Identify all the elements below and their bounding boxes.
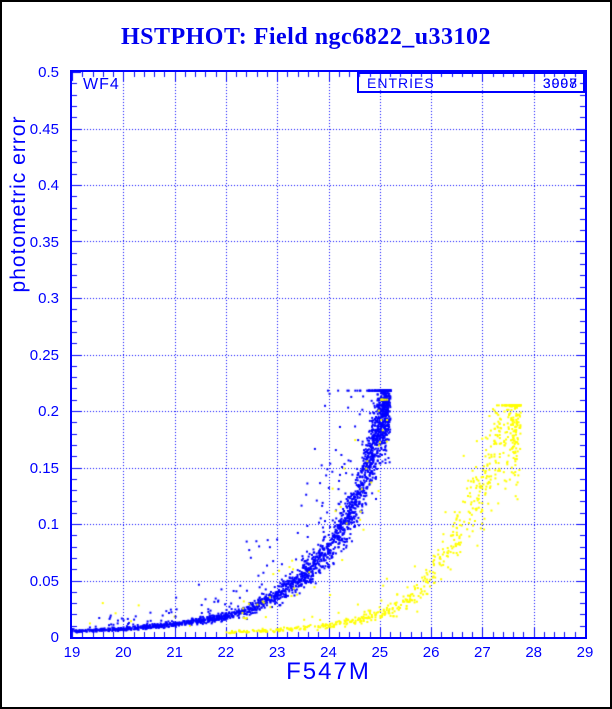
x-tick-label: 23 (268, 644, 286, 661)
x-tick-label: 29 (576, 644, 594, 661)
y-axis-label: photometric error (7, 115, 30, 293)
x-tick-label: 28 (525, 644, 543, 661)
y-tick-label: 0.45 (29, 120, 59, 138)
x-axis-label: F547M (286, 658, 371, 685)
x-tick-label: 22 (217, 644, 235, 661)
plot-area: WF4 ENTRIES 3997 3008 (70, 70, 587, 639)
x-tick-label: 20 (114, 644, 132, 661)
plot-title: HSTPHOT: Field ngc6822_u33102 (120, 24, 492, 50)
y-tick-label: 0.35 (29, 233, 59, 251)
y-tick-label: 0.25 (29, 346, 59, 364)
y-tick-label: 0.3 (38, 290, 59, 307)
y-tick-label: 0.05 (29, 572, 59, 590)
y-tick-label: 0.15 (29, 459, 59, 477)
y-tick-label: 0.1 (38, 516, 59, 533)
y-tick-label: 0.2 (38, 403, 59, 420)
stats-box: ENTRIES 3997 3008 (357, 72, 585, 93)
stats-value-1: 3997 (542, 75, 578, 91)
x-tick-label: 26 (422, 644, 440, 661)
x-tick-label: 21 (166, 644, 183, 661)
plot-canvas (72, 72, 585, 637)
stats-value-2: 3008 (542, 75, 578, 91)
y-tick-label: 0.5 (38, 64, 59, 81)
x-tick-label: 25 (371, 644, 389, 661)
stats-label: ENTRIES (367, 75, 435, 91)
x-tick-label: 27 (474, 644, 491, 661)
x-tick-label: 24 (320, 644, 337, 661)
x-tick-label: 19 (63, 644, 81, 661)
chip-label: WF4 (83, 76, 120, 93)
y-axis-label-wrap: photometric error (5, 68, 35, 340)
y-tick-label: 0 (50, 629, 59, 646)
y-tick-label: 0.4 (38, 177, 59, 194)
